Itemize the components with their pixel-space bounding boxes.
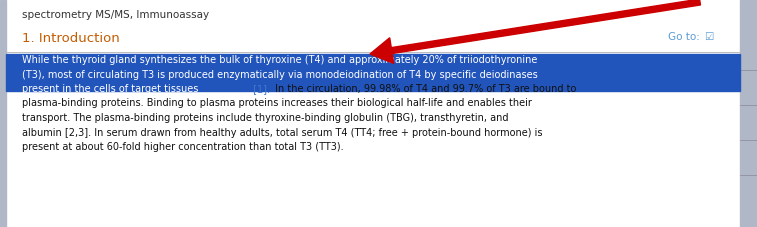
Text: While the thyroid gland synthesizes the bulk of thyroxine (T4) and approximately: While the thyroid gland synthesizes the …: [22, 55, 537, 65]
Text: 1. Introduction: 1. Introduction: [22, 32, 120, 45]
Polygon shape: [370, 0, 700, 63]
Text: Go to:: Go to:: [668, 32, 700, 42]
Text: present at about 60-fold higher concentration than total T3 (TT3).: present at about 60-fold higher concentr…: [22, 142, 344, 152]
Bar: [0, 0, 6, 227]
Text: [1].: [1].: [250, 84, 270, 94]
Text: transport. The plasma-binding proteins include thyroxine-binding globulin (TBG),: transport. The plasma-binding proteins i…: [22, 113, 509, 123]
Bar: [6, 54, 740, 91]
Text: In the circulation, 99.98% of T4 and 99.7% of T3 are bound to: In the circulation, 99.98% of T4 and 99.…: [272, 84, 576, 94]
Text: plasma-binding proteins. Binding to plasma proteins increases their biological h: plasma-binding proteins. Binding to plas…: [22, 99, 532, 109]
Text: ☑: ☑: [704, 32, 713, 42]
Text: present in the cells of target tissues: present in the cells of target tissues: [22, 84, 198, 94]
Text: spectrometry MS/MS, Immunoassay: spectrometry MS/MS, Immunoassay: [22, 10, 209, 20]
Text: (T3), most of circulating T3 is produced enzymatically via monodeiodination of T: (T3), most of circulating T3 is produced…: [22, 69, 537, 79]
Bar: [740, 0, 757, 227]
Text: albumin [2,3]. In serum drawn from healthy adults, total serum T4 (TT4; free + p: albumin [2,3]. In serum drawn from healt…: [22, 128, 543, 138]
